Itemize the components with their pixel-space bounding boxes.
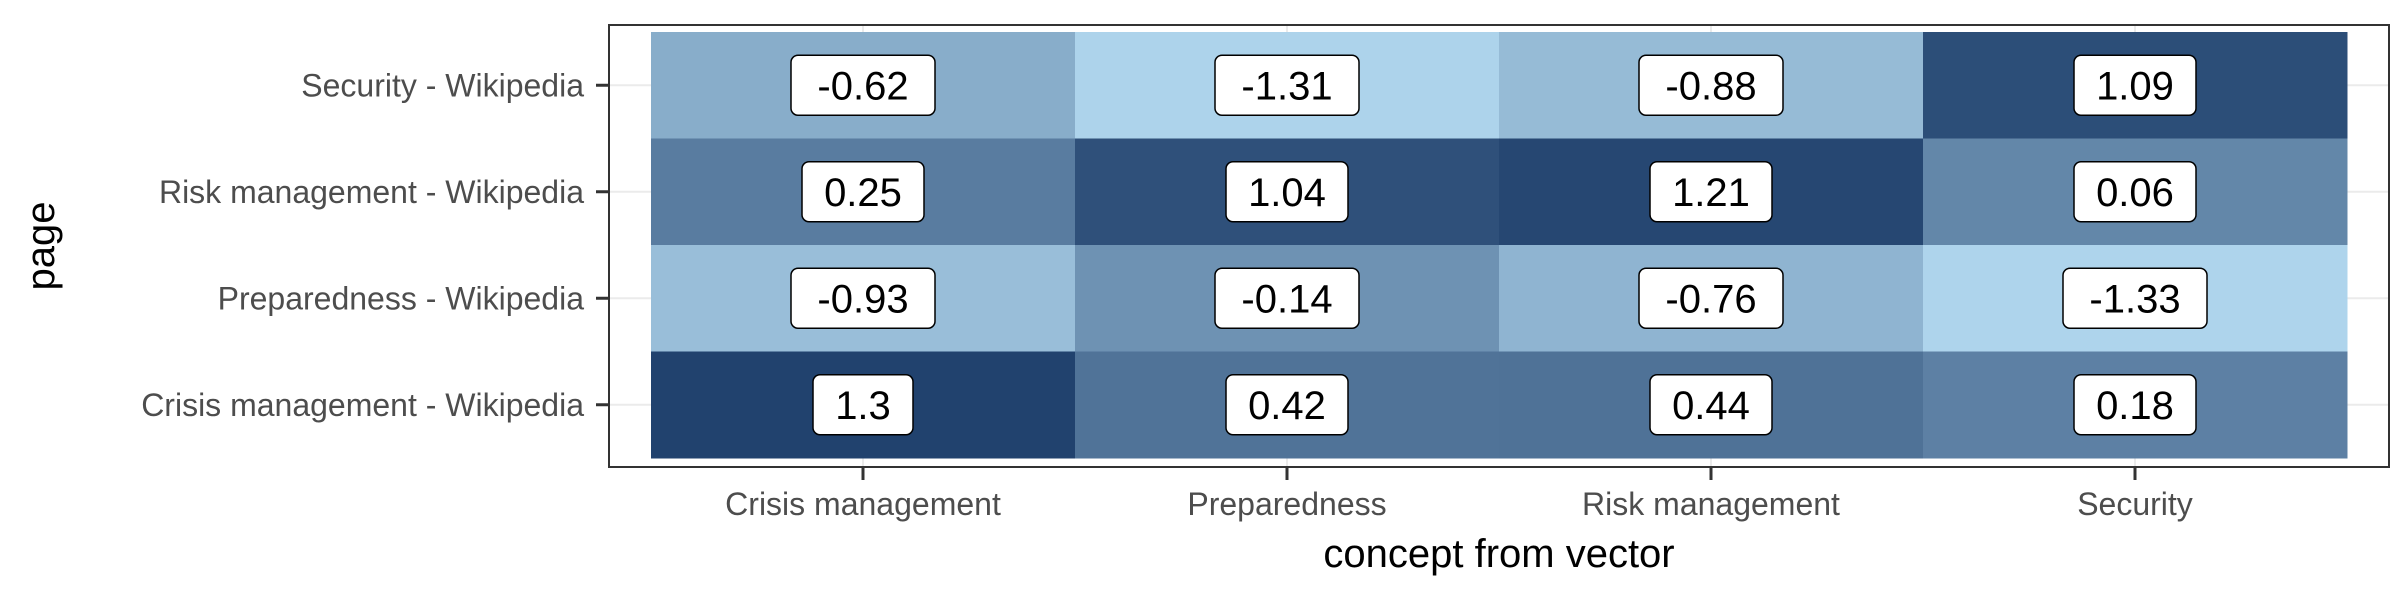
cell-label-box [2073,54,2197,116]
x-tick-label: Security [2077,486,2193,522]
cell-label: -1.31 [1214,54,1360,116]
cell-label-box [2062,267,2208,329]
cell-label: -0.88 [1638,54,1784,116]
cell-label: -0.14 [1214,267,1360,329]
cell-label-box [1225,161,1349,223]
cell-label: 0.44 [1649,374,1773,436]
y-tick-label: Risk management - Wikipedia [159,174,584,210]
cell-label-box [801,161,925,223]
cell-value: -0.14 [1241,277,1332,321]
cell-value: 1.09 [2096,64,2174,108]
cell-value: -0.76 [1665,277,1756,321]
cell-value: -0.88 [1665,64,1756,108]
cell-label-box [1649,161,1773,223]
cell-value: 1.3 [835,384,891,428]
cell-label-box [790,54,936,116]
cell-label: 1.09 [2073,54,2197,116]
cell-label-box [1649,374,1773,436]
panel-border [608,24,2390,468]
cell-label: -1.33 [2062,267,2208,329]
cell-value: 0.25 [824,171,902,215]
cell-value: -1.33 [2089,277,2180,321]
cell-value: 1.21 [1672,171,1750,215]
cell-label-box [1638,267,1784,329]
x-axis: Crisis management Preparedness Risk manage… [725,467,2193,522]
cell-label-box [1638,54,1784,116]
cell-value: 0.06 [2096,171,2174,215]
cell-label: 1.21 [1649,161,1773,223]
x-tick-label: Risk management [1582,486,1840,522]
cell-label: 0.06 [2073,161,2197,223]
cell-label: -0.62 [790,54,936,116]
y-tick-label: Crisis management - Wikipedia [141,387,584,423]
cell-value: -0.93 [817,277,908,321]
cell-value: -1.31 [1241,64,1332,108]
x-tick-label: Crisis management [725,486,1001,522]
cell-label-box [2073,374,2197,436]
cell-label: 0.42 [1225,374,1349,436]
cell-value: -0.62 [817,64,908,108]
cell-label: 0.18 [2073,374,2197,436]
cell-label: -0.76 [1638,267,1784,329]
x-axis-title: concept from vector [1323,532,1674,576]
cell-value: 0.42 [1248,384,1326,428]
cell-value: 0.44 [1672,384,1750,428]
cell-label: 1.04 [1225,161,1349,223]
x-tick-label: Preparedness [1187,486,1386,522]
y-axis: Security - Wikipedia Risk management - Wi… [141,67,609,423]
cell-label: -0.93 [790,267,936,329]
cell-label-box [2073,161,2197,223]
cell-value: 1.04 [1248,171,1326,215]
y-axis-title: page [19,202,63,291]
cell-label: 1.3 [812,374,914,436]
cell-label-box [1225,374,1349,436]
cell-label-box [790,267,936,329]
y-tick-label: Preparedness - Wikipedia [218,280,585,316]
cell-label: 0.25 [801,161,925,223]
cell-labels: -0.62 -1.31 -0.88 1.09 0.25 1.04 1.21 0.06 -0.93… [790,54,2208,436]
y-tick-label: Security - Wikipedia [301,67,584,103]
cell-label-box [1214,267,1360,329]
cell-label-box [1214,54,1360,116]
cell-value: 0.18 [2096,384,2174,428]
cell-label-box [812,374,914,436]
